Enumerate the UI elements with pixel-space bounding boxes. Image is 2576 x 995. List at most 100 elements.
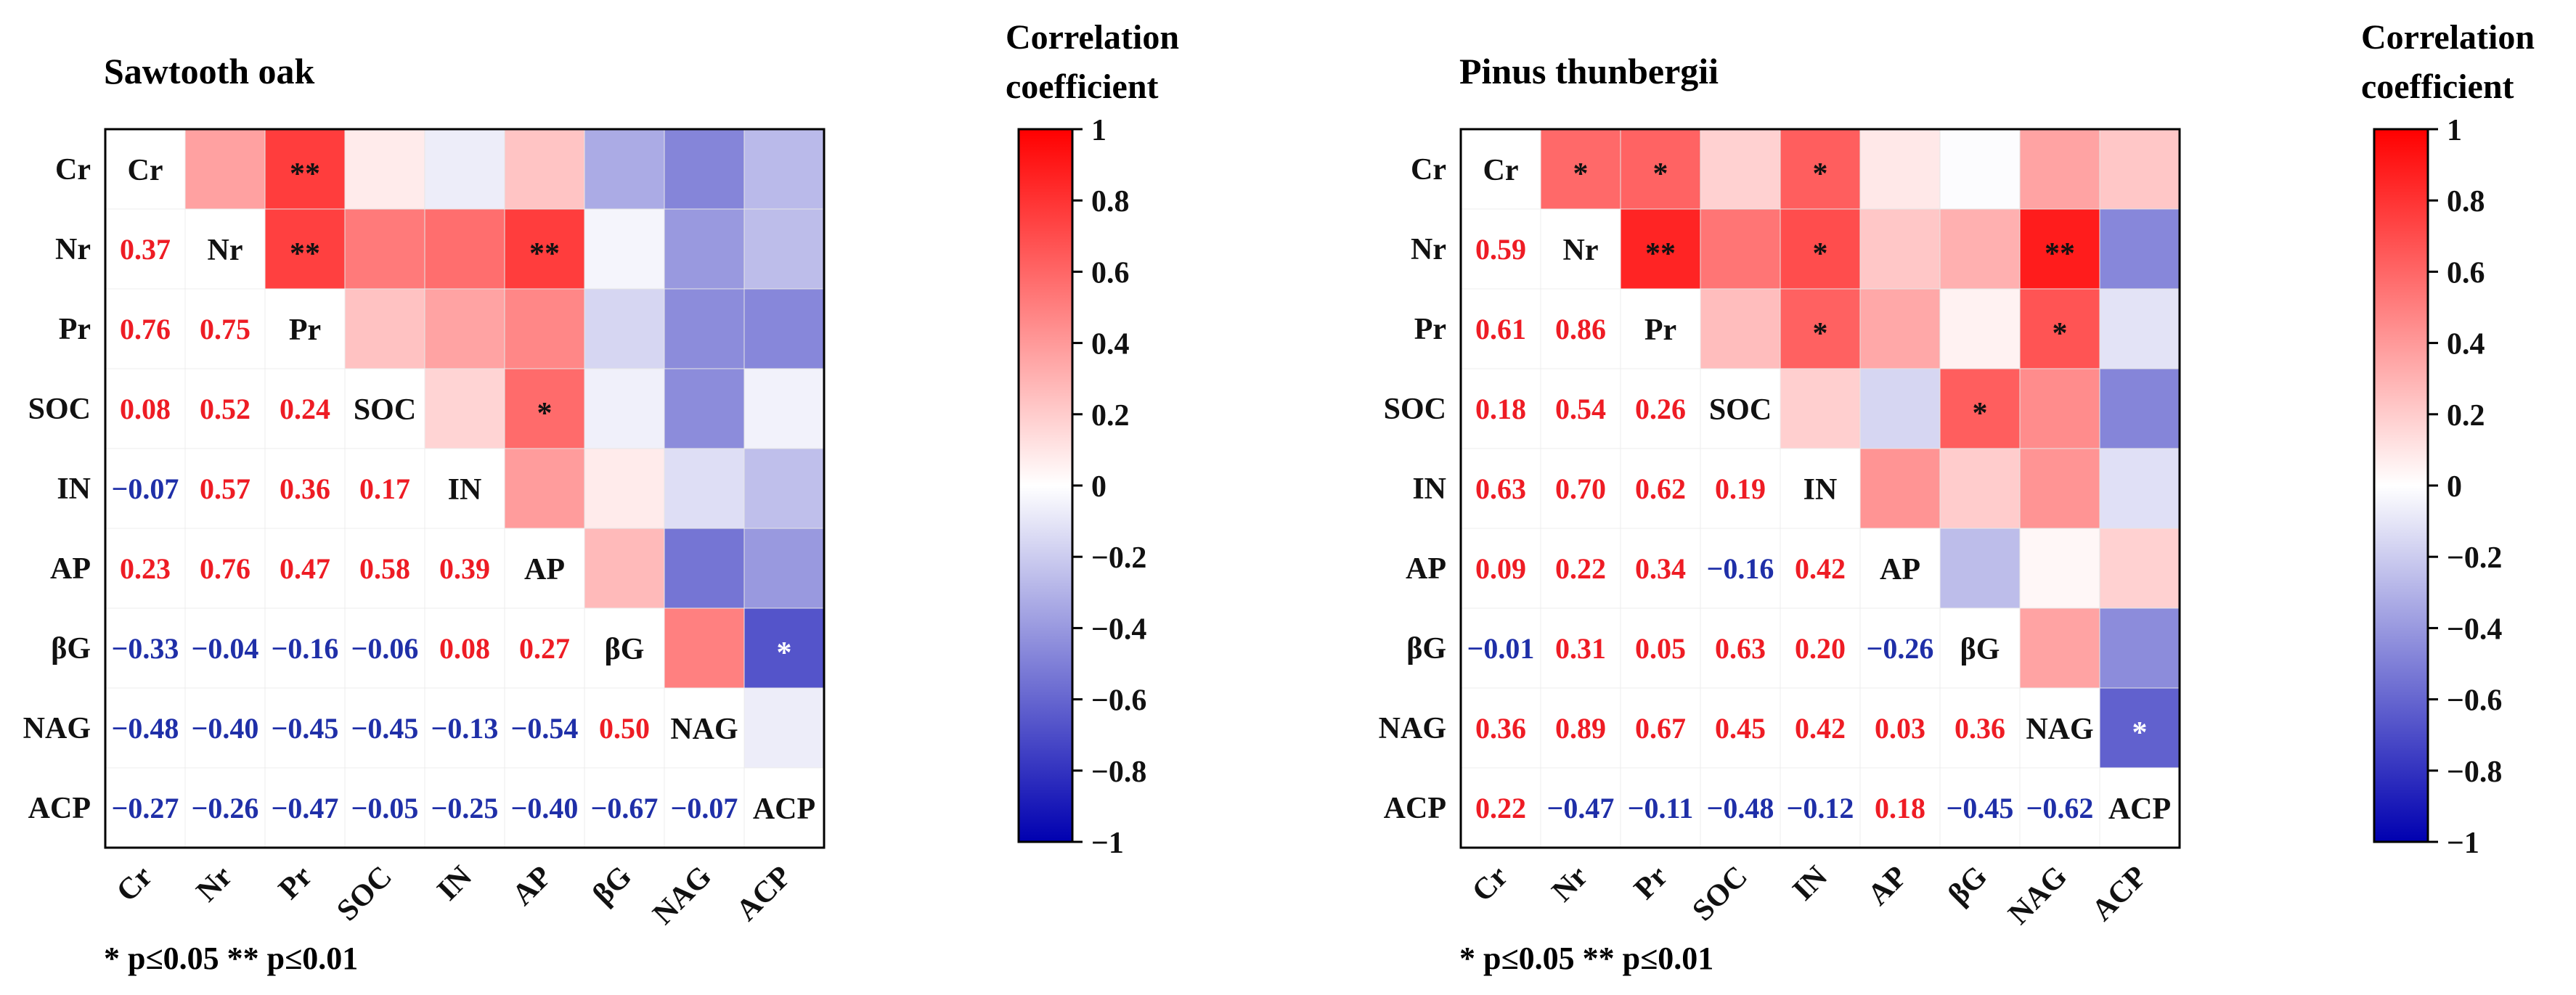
correlation-value-label: −0.16 bbox=[1707, 552, 1774, 585]
significance-mark: * bbox=[1973, 397, 1988, 430]
diagonal-label: Cr bbox=[128, 154, 163, 187]
significance-mark: ** bbox=[1645, 237, 1676, 271]
colorbar-gradient bbox=[2373, 128, 2429, 843]
column-axis-label: Cr bbox=[110, 860, 159, 909]
correlation-value-label: −0.07 bbox=[671, 792, 738, 824]
colorbar: 1 0.8 0.6 0.4 0.2 0 −0.2 −0.4 −0.6 −0.8 −1 bbox=[2373, 114, 2502, 860]
heatmap-cell bbox=[1859, 128, 1941, 210]
heatmap-cell bbox=[424, 128, 505, 210]
column-axis-label: ACP bbox=[730, 860, 799, 928]
heatmap-cell bbox=[743, 368, 825, 449]
correlation-value-label: 0.08 bbox=[120, 393, 171, 425]
heatmap-cell bbox=[1859, 368, 1941, 449]
matrix-blank-cell bbox=[1540, 528, 1621, 609]
heatmap-cell bbox=[1859, 288, 1941, 369]
heatmap-cell bbox=[1939, 288, 2021, 369]
column-axis-label: βG bbox=[1942, 860, 1994, 912]
colorbar-tick-label: 0.8 bbox=[2447, 185, 2485, 218]
matrix-blank-cell bbox=[264, 687, 346, 769]
row-axis-label: Pr bbox=[59, 313, 91, 346]
row-axis-label: Nr bbox=[55, 233, 91, 266]
matrix-blank-cell bbox=[504, 528, 585, 609]
panel-title: Pinus thunbergii bbox=[1459, 51, 1719, 91]
significance-mark: * bbox=[1653, 157, 1668, 191]
correlation-value-label: −0.33 bbox=[112, 632, 179, 665]
correlation-value-label: 0.22 bbox=[1475, 792, 1526, 824]
heatmap-cell bbox=[264, 208, 346, 290]
heatmap-cell bbox=[1620, 208, 1701, 290]
heatmap-cell bbox=[504, 128, 585, 210]
correlation-value-label: 0.89 bbox=[1555, 712, 1606, 745]
matrix-blank-cell bbox=[105, 687, 186, 769]
matrix-blank-cell bbox=[344, 767, 425, 848]
correlation-value-label: 0.42 bbox=[1795, 712, 1846, 745]
heatmap-cell bbox=[2019, 208, 2100, 290]
row-axis-label: SOC bbox=[28, 393, 91, 426]
column-axis-label: IN bbox=[431, 860, 479, 908]
significance-mark: ** bbox=[529, 237, 560, 271]
heatmap-cell bbox=[344, 288, 425, 369]
matrix-blank-cell bbox=[105, 368, 186, 449]
matrix-blank-cell bbox=[504, 767, 585, 848]
colorbar-tick-label: −1 bbox=[2447, 827, 2479, 860]
heatmap-cell bbox=[424, 288, 505, 369]
matrix-blank-cell bbox=[664, 767, 745, 848]
diagonal-label: Pr bbox=[1644, 314, 1676, 347]
heatmap-cell bbox=[743, 208, 825, 290]
colorbar-tick-label: −0.4 bbox=[1091, 613, 1146, 646]
correlation-value-label: 0.39 bbox=[439, 552, 490, 585]
heatmap-cell bbox=[664, 208, 745, 290]
correlation-value-label: 0.36 bbox=[280, 472, 330, 505]
correlation-value-label: −0.45 bbox=[351, 712, 419, 745]
heatmap-cell bbox=[264, 128, 346, 210]
matrix-blank-cell bbox=[344, 687, 425, 769]
correlation-value-label: −0.47 bbox=[272, 792, 339, 824]
matrix-blank-cell bbox=[344, 448, 425, 529]
matrix-blank-cell bbox=[424, 687, 505, 769]
heatmap-cell bbox=[664, 528, 745, 609]
heatmap-cell bbox=[1620, 128, 1701, 210]
correlation-value-label: −0.16 bbox=[272, 632, 339, 665]
correlation-value-label: 0.50 bbox=[599, 712, 650, 745]
diagonal-label: Pr bbox=[289, 314, 321, 347]
column-axis-label: IN bbox=[1787, 860, 1835, 908]
column-axis-label: NAG bbox=[647, 860, 719, 932]
diagonal-label: NAG bbox=[670, 713, 738, 746]
significance-mark: * bbox=[777, 636, 792, 670]
correlation-value-label: 0.31 bbox=[1555, 632, 1606, 665]
colorbar-title: Correlation bbox=[2361, 18, 2535, 57]
correlation-value-label: 0.59 bbox=[1475, 233, 1526, 266]
matrix-blank-cell bbox=[344, 607, 425, 689]
correlation-value-label: 0.75 bbox=[200, 313, 250, 345]
colorbar-tick-label: 1 bbox=[1091, 114, 1106, 147]
correlation-value-label: 0.36 bbox=[1475, 712, 1526, 745]
matrix-blank-cell bbox=[1939, 767, 2021, 848]
correlation-value-label: 0.24 bbox=[280, 393, 330, 425]
heatmap-cell bbox=[2019, 528, 2100, 609]
row-axis-label: AP bbox=[1406, 552, 1446, 586]
matrix-blank-cell bbox=[424, 448, 505, 529]
column-axis-label: Pr bbox=[1628, 860, 1674, 906]
heatmap-cell bbox=[2019, 448, 2100, 529]
heatmap-cell bbox=[664, 128, 745, 210]
diagonal-label: Nr bbox=[1563, 234, 1599, 267]
row-axis-label: ACP bbox=[1384, 792, 1446, 825]
matrix-blank-cell bbox=[1540, 687, 1621, 769]
matrix-blank-cell bbox=[1460, 288, 1541, 369]
diagonal-label: ACP bbox=[753, 793, 815, 826]
heatmap-cell bbox=[2019, 607, 2100, 689]
heatmap-cell bbox=[2099, 607, 2180, 689]
heatmap-cell bbox=[1700, 288, 1781, 369]
diagonal-label: ACP bbox=[2108, 793, 2171, 826]
heatmap-cell bbox=[2099, 128, 2180, 210]
heatmap-cell bbox=[584, 208, 665, 290]
significance-mark: * bbox=[1813, 317, 1828, 351]
colorbar-tick-label: −0.4 bbox=[2447, 613, 2502, 646]
colorbar-title: Correlation bbox=[1006, 18, 1179, 57]
row-axis-label: NAG bbox=[23, 712, 91, 745]
correlation-value-label: 0.45 bbox=[1715, 712, 1766, 745]
correlation-value-label: 0.36 bbox=[1955, 712, 2005, 745]
heatmap-cell bbox=[2099, 528, 2180, 609]
heatmap-cell bbox=[1939, 128, 2021, 210]
